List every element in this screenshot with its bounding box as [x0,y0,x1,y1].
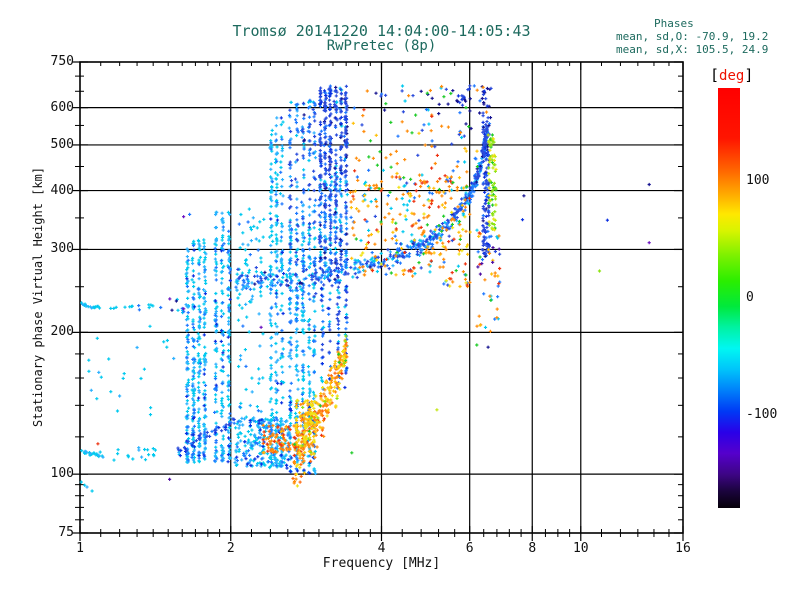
x-tick-label: 2 [226,541,235,556]
colorbar-unit-label: [deg] [710,66,753,84]
scatter-points-ygreen [435,133,498,412]
phase-stats-x-mode: mean, sd,X: 105.5, 24.9 [616,43,769,56]
scatter-points-lime [295,137,602,454]
y-tick-label: 200 [50,324,74,340]
y-tick-label: 600 [50,99,74,115]
phase-stats-header: Phases [654,17,694,30]
phase-stats-block: Phases mean, sd,O: -70.9, 19.2 mean, sd,… [616,17,796,56]
x-tick-label: 8 [528,541,537,556]
x-tick-label: 1 [76,541,84,556]
y-tick-label: 500 [50,136,74,152]
y-tick-label: 750 [50,54,74,69]
scatter-points-royal [176,84,502,460]
y-tick-label: 400 [50,182,74,198]
bracket-right: ] [744,66,754,84]
colorbar-tick-label: 0 [746,290,754,305]
scatter-points-yellow [294,137,498,488]
y-axis-title: Stationary phase Virtual Height [km] [31,166,45,428]
bracket-left: [ [710,66,720,84]
y-tick-label: 300 [50,241,74,257]
plot-title: Tromsø 20141220 14:04:00-14:05:43 [232,22,531,40]
x-axis-title: Frequency [MHz] [322,556,441,571]
x-tick-label: 4 [377,541,386,556]
x-tick-label: 16 [675,541,691,556]
y-tick-label: 100 [50,466,74,482]
colorbar-tick-label: -100 [746,406,778,422]
scatter-points-purple [168,246,501,481]
phase-stats-o-mode: mean, sd,O: -70.9, 19.2 [616,30,769,43]
deg-unit-text: deg [719,68,745,84]
x-tick-label: 6 [465,541,474,556]
y-tick-label: 75 [58,525,74,540]
phase-colorbar [718,88,740,508]
scatter-points-red [96,108,502,457]
scatter-points-violet [168,215,651,329]
colorbar-tick-label: 100 [746,173,770,189]
x-tick-label: 10 [572,541,589,556]
plot-subtitle: RwPretec (8p) [326,38,437,54]
